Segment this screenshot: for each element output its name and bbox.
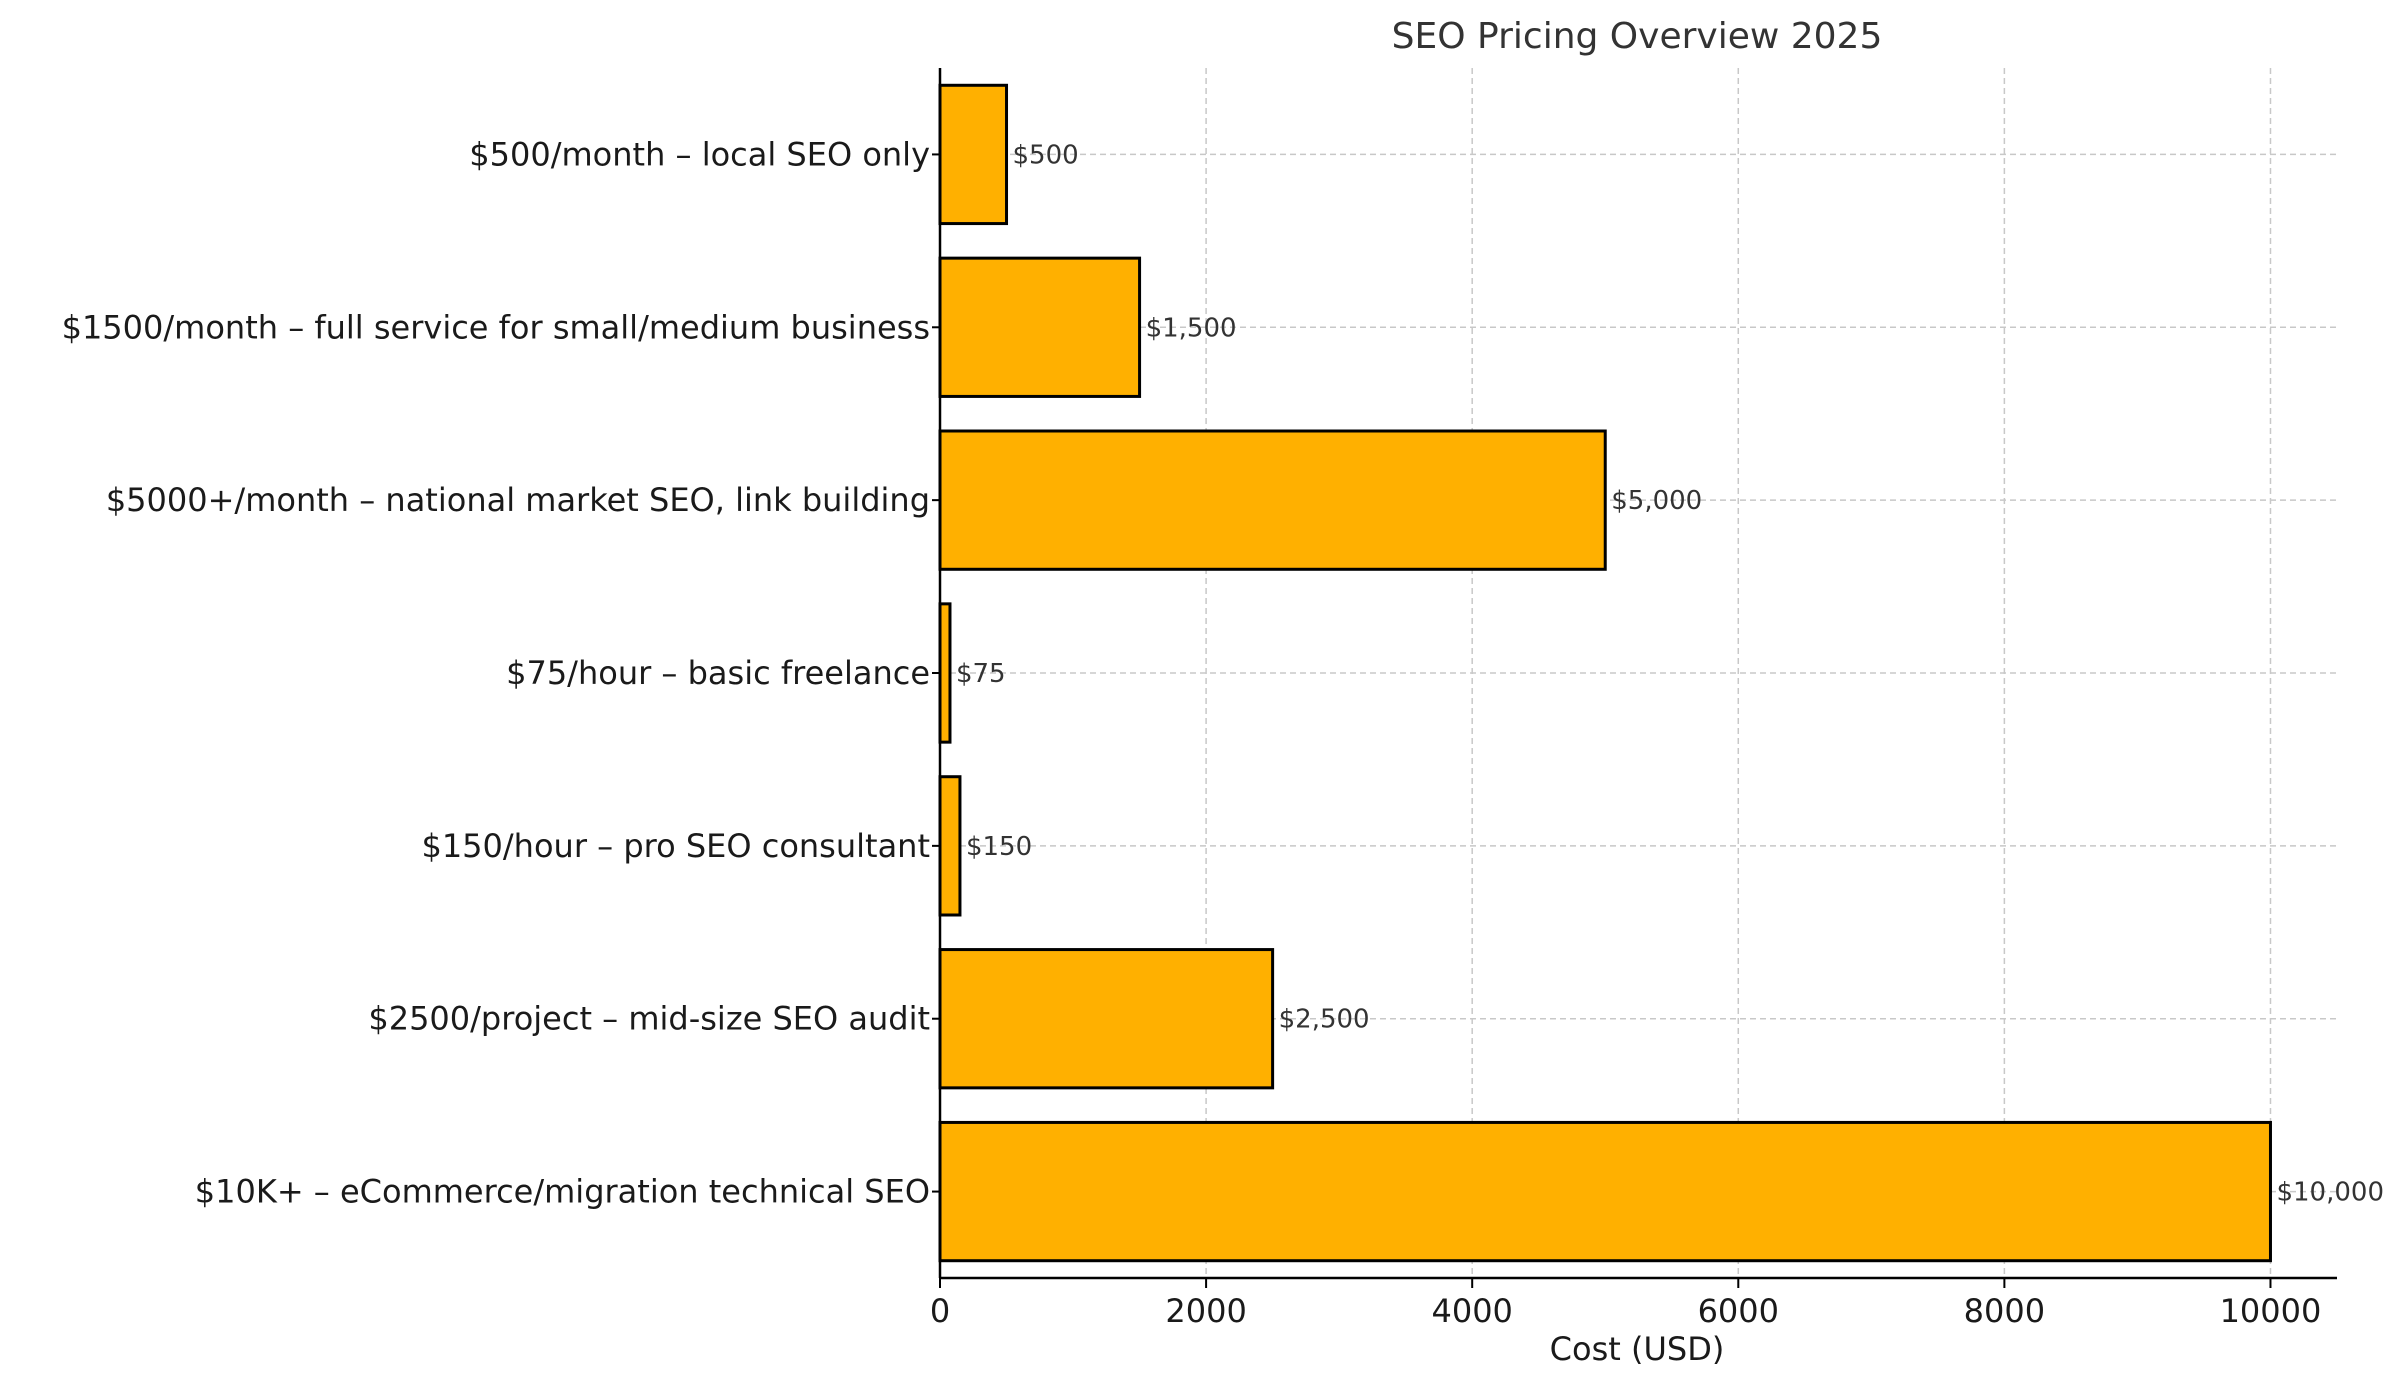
bar [938, 1120, 2272, 1263]
category-labels: $500/month – local SEO only $1500/month –… [62, 135, 930, 1210]
bar-value-label: $10,000 [2276, 1178, 2384, 1208]
x-tick-label: 4000 [1431, 1292, 1512, 1330]
category-label: $10K+ – eCommerce/migration technical SE… [195, 1173, 930, 1211]
bar-value-label: $150 [966, 832, 1032, 862]
data-labels: $500 $1,500 $5,000 $75 $150 $2,500 $10,000 [956, 140, 2384, 1207]
bar-value-label: $5,000 [1611, 486, 1702, 516]
bar [938, 83, 1009, 226]
bar [938, 256, 1142, 398]
bar-value-label: $2,500 [1279, 1005, 1370, 1035]
x-tick-label: 8000 [1964, 1292, 2045, 1330]
x-tick-label: 6000 [1698, 1292, 1779, 1330]
category-label: $150/hour – pro SEO consultant [421, 827, 930, 865]
category-label: $1500/month – full service for small/med… [62, 308, 930, 346]
bar-value-label: $500 [1013, 140, 1079, 170]
bar [938, 775, 962, 917]
x-axis-label: Cost (USD) [1550, 1330, 1725, 1368]
bar [938, 429, 1607, 571]
bar-value-label: $1,500 [1146, 313, 1237, 343]
category-label: $2500/project – mid-size SEO audit [368, 1000, 930, 1038]
category-label: $500/month – local SEO only [469, 135, 930, 173]
x-tick-label: 2000 [1165, 1292, 1246, 1330]
x-ticks: 0 2000 4000 6000 8000 10000 [930, 153, 2322, 1330]
chart-title: SEO Pricing Overview 2025 [1392, 16, 1883, 57]
x-tick-label: 10000 [2220, 1292, 2322, 1330]
bar [938, 602, 952, 744]
bar [938, 948, 1275, 1090]
category-label: $5000+/month – national market SEO, link… [106, 481, 930, 519]
bar-value-label: $75 [956, 659, 1006, 689]
x-tick-label: 0 [930, 1292, 950, 1330]
bars [938, 83, 2272, 1263]
category-label: $75/hour – basic freelance [506, 654, 930, 692]
grid-lines [939, 68, 2337, 1278]
